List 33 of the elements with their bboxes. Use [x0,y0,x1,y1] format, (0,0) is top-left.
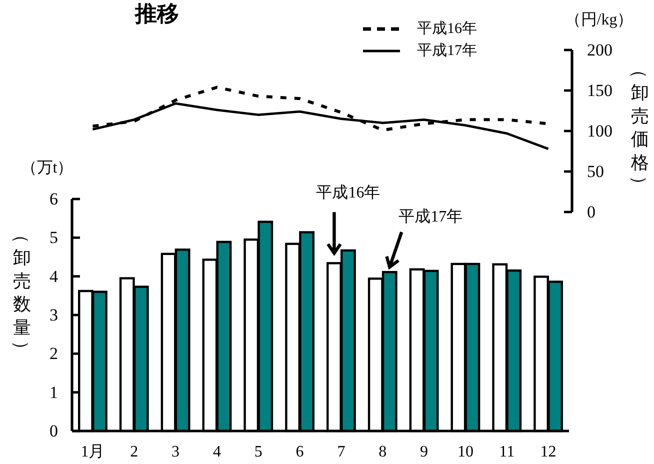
text: （円/kg） [564,12,634,28]
x-tick-label: 12 [540,444,556,460]
y-tick-label: 200 [587,40,612,60]
legend-label: 平成16年 [417,20,477,37]
x-tick-label: 5 [254,444,262,460]
x-tick-label: 2 [130,444,138,460]
x-tick-label: 8 [378,444,387,460]
y-tick-label: 3 [50,306,58,324]
chart-title: 推移 [134,1,179,26]
y-tick-label: 5 [50,228,58,248]
y-tick-label: 4 [50,266,58,286]
x-tick-label: 9 [420,444,428,460]
y-tick-label: 0 [587,202,596,222]
annotation: 平成16年 [316,184,380,202]
y-tick-label: 6 [50,190,58,208]
legend-label: 平成17年 [417,42,477,59]
x-tick-label: 4 [212,444,221,460]
y-tick-label: 2 [50,344,58,364]
annotation: （万t） [20,160,74,176]
annotation: 平成17年 [398,208,463,226]
x-tick-label: 10 [457,444,474,460]
x-tick-label: 11 [499,444,515,460]
y-axis-title: （卸売数量） [12,225,32,359]
y-tick-label: 100 [587,122,612,140]
y-axis-title: （卸売価格） [630,60,650,194]
y-tick-label: 50 [587,162,604,181]
x-tick-label: 7 [337,444,346,460]
x-tick-label: 6 [296,444,304,460]
y-tick-label: 0 [50,422,58,440]
x-tick-label: 1月 [80,444,105,460]
y-tick-label: 150 [587,81,612,100]
y-tick-label: 1 [50,382,58,402]
x-tick-label: 3 [172,444,180,460]
